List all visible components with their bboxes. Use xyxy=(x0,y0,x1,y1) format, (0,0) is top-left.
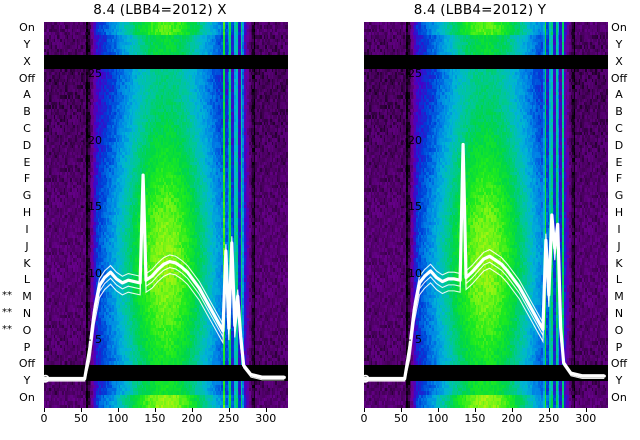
ytick-category-left: J xyxy=(14,240,40,253)
ytick-category-right: D xyxy=(604,139,634,152)
panel-y: 8.4 (LBB4=2012) Y xyxy=(320,0,640,440)
ytick-category-right: On xyxy=(604,391,634,404)
ytick-numeric: - 25 xyxy=(58,67,102,80)
ytick-numeric: - 15 xyxy=(58,200,102,213)
ytick-category-left: L xyxy=(14,273,40,286)
ytick-category-right: E xyxy=(604,156,634,169)
ytick-category-right: H xyxy=(604,206,634,219)
ytick-category-left: D xyxy=(14,139,40,152)
ytick-numeric: - 5 xyxy=(58,333,102,346)
xtick-mark xyxy=(364,408,365,412)
xtick: 50 xyxy=(66,412,96,425)
xtick-mark xyxy=(229,408,230,412)
panel-y-title: 8.4 (LBB4=2012) Y xyxy=(320,2,640,18)
ytick-category-left: Y xyxy=(14,374,40,387)
ytick-category-left: M xyxy=(14,290,40,303)
row-marker: ** xyxy=(0,324,14,335)
xtick: 250 xyxy=(214,412,244,425)
ytick-category-right: X xyxy=(604,55,634,68)
ytick-category-left: X xyxy=(14,55,40,68)
xtick: 0 xyxy=(349,412,379,425)
panel-x: 8.4 (LBB4=2012) X xyxy=(0,0,320,440)
ytick-category-left: H xyxy=(14,206,40,219)
xtick: 200 xyxy=(177,412,207,425)
xtick: 300 xyxy=(571,412,601,425)
ytick-category-right: N xyxy=(604,307,634,320)
ytick-category-right: G xyxy=(604,189,634,202)
ytick-category-left: B xyxy=(14,105,40,118)
ytick-category-right: A xyxy=(604,88,634,101)
xtick: 150 xyxy=(140,412,170,425)
xtick: 200 xyxy=(497,412,527,425)
xtick: 250 xyxy=(534,412,564,425)
ytick-category-right: Off xyxy=(604,357,634,370)
ytick-numeric: - 10 xyxy=(58,267,102,280)
xtick-mark xyxy=(192,408,193,412)
xtick: 150 xyxy=(460,412,490,425)
xtick-mark xyxy=(586,408,587,412)
ytick-category-right: L xyxy=(604,273,634,286)
row-marker: ** xyxy=(0,290,14,301)
ytick-numeric: - 10 xyxy=(378,267,422,280)
xtick-mark xyxy=(549,408,550,412)
ytick-category-left: A xyxy=(14,88,40,101)
ytick-category-left: F xyxy=(14,172,40,185)
ytick-category-left: P xyxy=(14,341,40,354)
ytick-category-right: M xyxy=(604,290,634,303)
ytick-category-left: Y xyxy=(14,38,40,51)
ytick-category-left: Off xyxy=(14,72,40,85)
ytick-category-left: N xyxy=(14,307,40,320)
ytick-numeric: - 20 xyxy=(378,134,422,147)
ytick-numeric: - 25 xyxy=(378,67,422,80)
ytick-numeric: - 5 xyxy=(378,333,422,346)
ytick-category-left: I xyxy=(14,223,40,236)
xtick: 300 xyxy=(251,412,281,425)
ytick-category-right: Off xyxy=(604,72,634,85)
ytick-category-left: O xyxy=(14,324,40,337)
xtick: 50 xyxy=(386,412,416,425)
ytick-numeric: - 20 xyxy=(58,134,102,147)
ytick-category-right: K xyxy=(604,257,634,270)
xtick: 100 xyxy=(423,412,453,425)
ytick-category-right: On xyxy=(604,21,634,34)
panel-x-title: 8.4 (LBB4=2012) X xyxy=(0,2,320,18)
ytick-category-right: Y xyxy=(604,38,634,51)
ytick-category-right: O xyxy=(604,324,634,337)
ytick-category-left: On xyxy=(14,391,40,404)
ytick-category-right: J xyxy=(604,240,634,253)
xtick: 0 xyxy=(29,412,59,425)
ytick-category-left: K xyxy=(14,257,40,270)
ytick-category-left: C xyxy=(14,122,40,135)
xtick-mark xyxy=(475,408,476,412)
ytick-category-right: C xyxy=(604,122,634,135)
ytick-category-left: On xyxy=(14,21,40,34)
xtick-mark xyxy=(401,408,402,412)
xtick-mark xyxy=(438,408,439,412)
ytick-category-right: Y xyxy=(604,374,634,387)
xtick-mark xyxy=(44,408,45,412)
xtick-mark xyxy=(266,408,267,412)
xtick-mark xyxy=(512,408,513,412)
ytick-numeric: - 15 xyxy=(378,200,422,213)
xtick-mark xyxy=(155,408,156,412)
ytick-category-right: P xyxy=(604,341,634,354)
row-marker: ** xyxy=(0,307,14,318)
ytick-category-left: E xyxy=(14,156,40,169)
xtick: 100 xyxy=(103,412,133,425)
ytick-category-right: B xyxy=(604,105,634,118)
xtick-mark xyxy=(118,408,119,412)
ytick-category-right: I xyxy=(604,223,634,236)
ytick-category-left: G xyxy=(14,189,40,202)
xtick-mark xyxy=(81,408,82,412)
ytick-category-right: F xyxy=(604,172,634,185)
ytick-category-left: Off xyxy=(14,357,40,370)
